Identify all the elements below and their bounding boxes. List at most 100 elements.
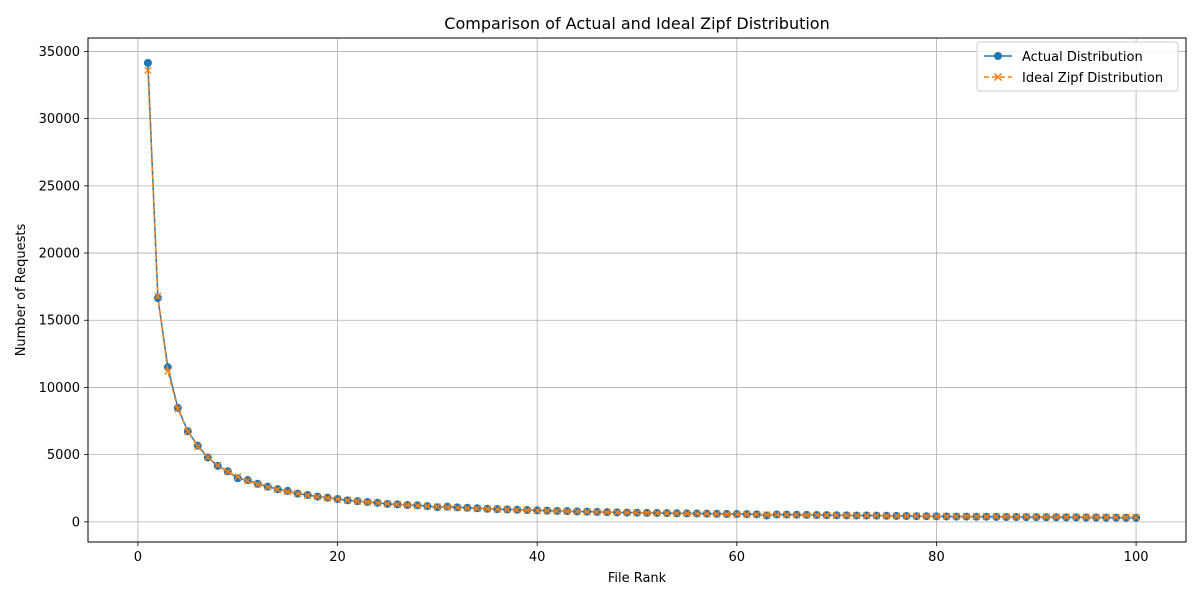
ideal-zipf-point xyxy=(313,493,322,501)
ideal-zipf-point xyxy=(773,511,781,519)
legend-actual-label: Actual Distribution xyxy=(1022,50,1143,65)
ideal-zipf-point xyxy=(174,405,182,413)
x-tick-label: 20 xyxy=(329,550,346,565)
ideal-zipf-point xyxy=(683,509,691,518)
ideal-zipf-point xyxy=(264,483,272,491)
ideal-zipf-point xyxy=(743,510,751,519)
ideal-zipf-point xyxy=(1062,513,1070,521)
ideal-zipf-point xyxy=(832,511,841,520)
x-tick-label: 0 xyxy=(134,550,142,565)
ideal-zipf-point xyxy=(433,503,442,511)
ideal-zipf-point xyxy=(763,511,771,519)
ideal-zipf-point xyxy=(1072,513,1080,521)
grid-layer xyxy=(88,38,1186,542)
ideal-zipf-point xyxy=(1012,513,1020,521)
ideal-zipf-point xyxy=(703,510,711,518)
ideal-zipf-point xyxy=(1092,513,1100,521)
y-tick-label: 5000 xyxy=(47,448,80,463)
ideal-zipf-point xyxy=(383,500,392,508)
ideal-zipf-point xyxy=(473,504,481,513)
ideal-zipf-point xyxy=(583,508,591,516)
ideal-zipf-point xyxy=(553,507,561,515)
actual-distribution-point xyxy=(143,58,152,67)
ideal-zipf-point xyxy=(293,489,302,498)
ideal-zipf-point xyxy=(503,505,511,514)
ideal-zipf-point xyxy=(423,502,432,510)
ideal-zipf-point xyxy=(723,510,731,518)
ideal-zipf-point xyxy=(453,504,461,512)
ideal-zipf-point xyxy=(962,512,971,521)
ideal-zipf-point xyxy=(1132,513,1140,521)
ideal-zipf-point xyxy=(303,491,312,499)
ideal-zipf-point xyxy=(1122,513,1130,521)
y-tick-label: 35000 xyxy=(39,45,80,60)
ideal-zipf-point xyxy=(533,506,541,515)
ideal-zipf-point xyxy=(932,512,941,520)
ideal-zipf-point xyxy=(413,502,422,510)
ideal-zipf-point xyxy=(204,453,212,461)
ideal-zipf-point xyxy=(922,512,931,520)
ideal-zipf-point xyxy=(224,468,232,476)
ideal-zipf-point xyxy=(972,512,981,521)
legend: Actual Distribution Ideal Zipf Distribut… xyxy=(976,41,1179,92)
ideal-zipf-point xyxy=(623,508,631,517)
ideal-zipf-point xyxy=(892,512,901,520)
legend-ideal-marker xyxy=(993,72,1003,82)
ideal-zipf-point xyxy=(1032,513,1040,521)
ideal-zipf-point xyxy=(234,473,242,481)
ideal-zipf-point xyxy=(1002,512,1010,521)
ideal-zipf-point xyxy=(353,497,362,505)
ideal-zipf-point xyxy=(493,505,501,513)
series-layer xyxy=(143,58,1141,522)
tick-layer: 0 20 40 60 80 100 0 5000 10000 15000 20000 25000 300… xyxy=(39,45,1149,565)
plot-frame xyxy=(87,37,1187,543)
ideal-zipf-point xyxy=(912,512,921,520)
ideal-zipf-point xyxy=(373,499,382,507)
ideal-zipf-point xyxy=(733,510,741,518)
y-axis-label: Number of Requests xyxy=(14,223,29,356)
ideal-zipf-point xyxy=(803,511,811,519)
ideal-zipf-point xyxy=(363,498,372,506)
ideal-zipf-point xyxy=(852,511,861,520)
ideal-zipf-point xyxy=(1022,513,1030,521)
ideal-zipf-line xyxy=(147,70,1137,519)
ideal-zipf-point xyxy=(633,509,641,517)
y-tick-label: 20000 xyxy=(39,247,80,262)
ideal-zipf-point xyxy=(333,495,342,503)
ideal-zipf-point xyxy=(164,367,172,375)
y-tick-label: 10000 xyxy=(39,381,80,396)
ideal-zipf-point xyxy=(942,512,951,520)
ideal-zipf-point xyxy=(882,512,891,520)
ideal-zipf-point xyxy=(902,512,911,520)
ideal-zipf-point xyxy=(952,512,961,520)
y-tick-label: 15000 xyxy=(39,314,80,329)
ideal-zipf-point xyxy=(513,506,521,514)
ideal-zipf-point xyxy=(214,461,222,470)
ideal-zipf-point xyxy=(643,509,651,517)
x-tick-label: 100 xyxy=(1124,550,1149,565)
ideal-zipf-point xyxy=(443,503,452,511)
y-tick-label: 30000 xyxy=(39,112,80,127)
ideal-zipf-point xyxy=(613,508,621,517)
ideal-zipf-point xyxy=(992,512,1001,521)
ideal-zipf-point xyxy=(254,480,262,488)
ideal-zipf-point xyxy=(483,505,491,513)
ideal-zipf-point xyxy=(822,511,831,519)
ideal-zipf-point xyxy=(593,508,601,516)
ideal-zipf-point xyxy=(523,506,531,514)
ideal-zipf-point xyxy=(154,292,162,300)
ideal-zipf-point xyxy=(573,507,581,516)
actual-distribution-point xyxy=(233,474,242,483)
ideal-zipf-point xyxy=(862,511,871,520)
ideal-zipf-point xyxy=(872,512,881,520)
ideal-zipf-point xyxy=(663,509,671,517)
ideal-zipf-point xyxy=(1112,513,1120,521)
ideal-zipf-point xyxy=(842,511,851,520)
ideal-zipf-point xyxy=(273,485,282,494)
x-axis-label: File Rank xyxy=(608,571,667,586)
ideal-zipf-point xyxy=(693,510,701,518)
ideal-zipf-point xyxy=(673,509,681,518)
ideal-zipf-point xyxy=(813,511,821,519)
